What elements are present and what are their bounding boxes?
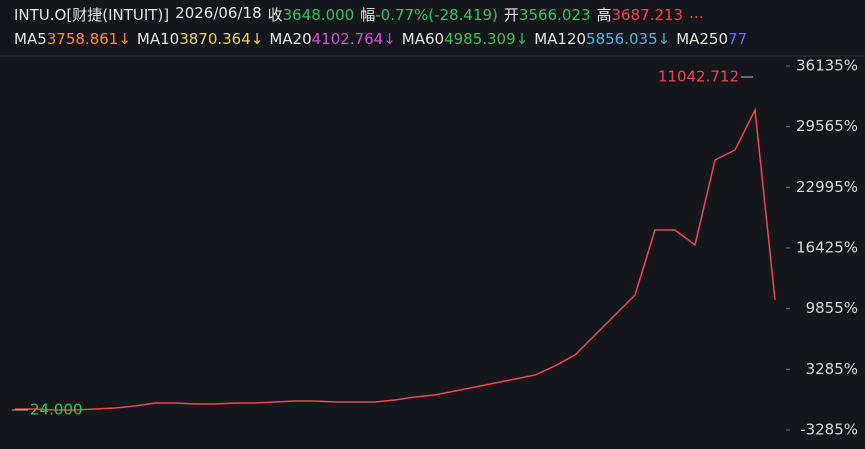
ma-value: 77 (728, 30, 748, 48)
ma-label: MA60 (401, 30, 445, 48)
quote-value: 3566.023 (518, 6, 591, 24)
y-tick-label: 36135% (796, 56, 858, 74)
quote-label: 高 (596, 6, 612, 24)
ma-value: 4985.309↓ (444, 30, 529, 48)
ma-value: 5856.035↓ (586, 30, 671, 48)
ma-value: 4102.764↓ (311, 30, 396, 48)
more: ... (689, 4, 704, 22)
date: 2026/06/18 (175, 4, 262, 22)
ma-item: MA53758.861↓ (14, 30, 131, 48)
ma-label: MA20 (269, 30, 312, 48)
ma-item: MA103870.364↓ (137, 30, 263, 48)
ma-label: MA120 (534, 30, 587, 48)
y-tick-label: 3285% (806, 360, 858, 378)
quote-item: 高3687.213 (597, 4, 684, 25)
y-tick-label: 29565% (796, 117, 858, 135)
ma-item: MA604985.309↓ (402, 30, 528, 48)
ma-item: MA204102.764↓ (269, 30, 395, 48)
quote-value: -0.77%(-28.419) (375, 6, 498, 24)
ma-value: 3870.364↓ (179, 30, 264, 48)
quote-header: INTU.O[财捷(INTUIT)] 2026/06/18 收3648.000 幅-0… (14, 4, 703, 25)
quote-label: 开 (503, 6, 519, 24)
ma-item: MA1205856.035↓ (534, 30, 670, 48)
y-tick-label: 9855% (806, 299, 858, 317)
quote-item: 幅-0.77%(-28.419) (360, 4, 498, 25)
ma-header: MA53758.861↓ MA103870.364↓ MA204102.764↓ MA… (14, 30, 747, 48)
y-tick-label: 16425% (796, 238, 858, 256)
quote-label: 幅 (360, 6, 376, 24)
low-annotation: 24.000 (30, 401, 83, 419)
price-line (15, 107, 776, 411)
y-tick-label: 22995% (796, 178, 858, 196)
quote-value: 3648.000 (282, 6, 355, 24)
quote-item: 开3566.023 (504, 4, 591, 25)
ticker: INTU.O[财捷(INTUIT)] (14, 6, 170, 24)
ma-label: MA10 (136, 30, 180, 48)
y-tick-label: -3285% (800, 420, 858, 438)
quote-label: 收 (267, 6, 283, 24)
ma-label: MA5 (14, 30, 47, 48)
high-annotation: 11042.712 (658, 68, 739, 86)
ma-item: MA25077 (676, 30, 747, 48)
ma-label: MA250 (676, 30, 729, 48)
quote-item: 收3648.000 (268, 4, 355, 25)
ma-value: 3758.861↓ (46, 30, 131, 48)
quote-value: 3687.213 (611, 6, 684, 24)
